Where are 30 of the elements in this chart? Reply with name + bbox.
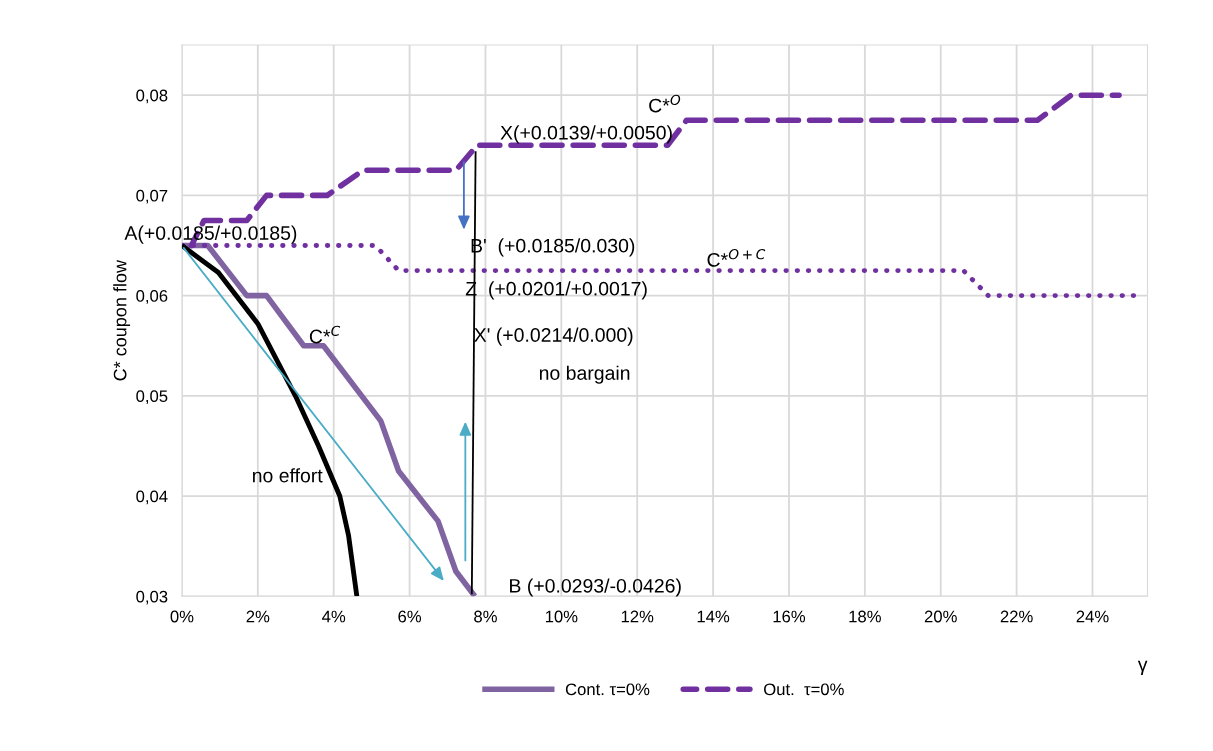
y-tick-label: 0,08: [136, 89, 168, 104]
annotation: B (+0.0293/-0.0426): [510, 578, 681, 597]
y-tick-label: 0,04: [136, 490, 168, 505]
x-tick-label: 2%: [246, 610, 270, 623]
x-tick-label: 0%: [170, 610, 194, 623]
x-tick-label: 20%: [924, 610, 957, 623]
x-tick-label: 4%: [322, 610, 346, 623]
x-tick-label: 16%: [773, 610, 806, 623]
y-tick-label: 0,07: [136, 189, 168, 204]
y-axis-title: C* coupon flow: [113, 259, 131, 381]
x-tick-label: 18%: [849, 610, 881, 623]
annotation: C*$^{C}$: [309, 325, 341, 344]
x-tick-label: 8%: [474, 610, 497, 623]
annotation: X(+0.0139/+0.0050): [500, 125, 672, 144]
x-tick-label: 14%: [697, 610, 730, 623]
y-tick-label: 0,06: [136, 290, 168, 304]
y-tick-label: 0,05: [136, 390, 168, 405]
x-tick-label: 10%: [545, 610, 578, 623]
x-axis-title: γ: [1137, 660, 1148, 676]
x-tick-label: 12%: [621, 610, 654, 623]
legend-label: Out. τ=0%: [764, 683, 844, 696]
annotation: no bargain: [539, 365, 630, 384]
legend-label: Cont. τ=0%: [565, 683, 650, 696]
x-tick-label: 22%: [1000, 610, 1033, 623]
y-tick-label: 0,03: [136, 590, 168, 605]
x-tick-label: 24%: [1076, 610, 1109, 623]
annotation: no effort: [252, 468, 323, 483]
annotation: C*$^{O}$: [649, 94, 681, 113]
annotation: C*$^{O+C}$: [707, 249, 766, 267]
x-tick-label: 6%: [398, 610, 422, 623]
